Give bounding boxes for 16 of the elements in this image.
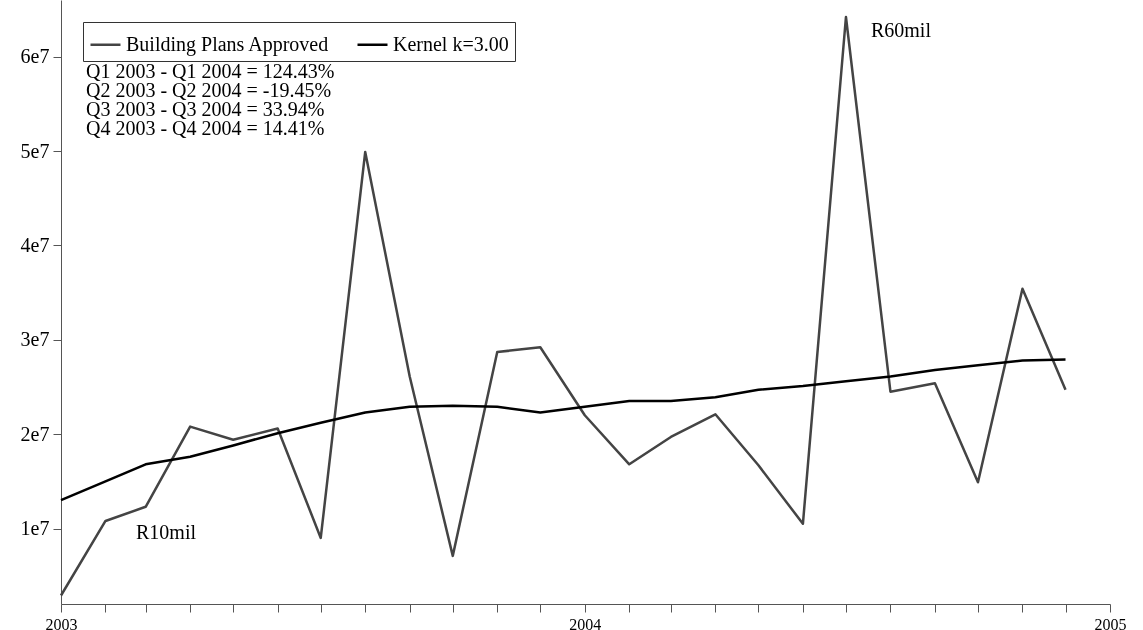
y-tick-label: 6e7 xyxy=(20,45,50,68)
legend-label: Building Plans Approved xyxy=(126,32,329,56)
annotation: R10mil xyxy=(136,521,197,543)
legend-label: Kernel k=3.00 xyxy=(393,32,509,55)
y-tick-label: 1e7 xyxy=(20,517,50,539)
x-tick-label: 2005 xyxy=(1094,615,1127,630)
y-tick-label: 3e7 xyxy=(20,328,50,351)
x-tick-label: 2003 xyxy=(45,615,78,630)
x-tick-label: 2004 xyxy=(569,615,602,630)
annotation: Q1 2003 - Q1 2004 = 124.43% xyxy=(86,60,335,82)
y-tick-label: 2e7 xyxy=(20,422,50,445)
line-series xyxy=(59,358,1067,502)
y-tick-label: 4e7 xyxy=(20,233,50,256)
line-series xyxy=(59,15,1067,597)
annotation: R60mil xyxy=(870,18,932,41)
y-tick-label: 5e7 xyxy=(20,139,50,162)
